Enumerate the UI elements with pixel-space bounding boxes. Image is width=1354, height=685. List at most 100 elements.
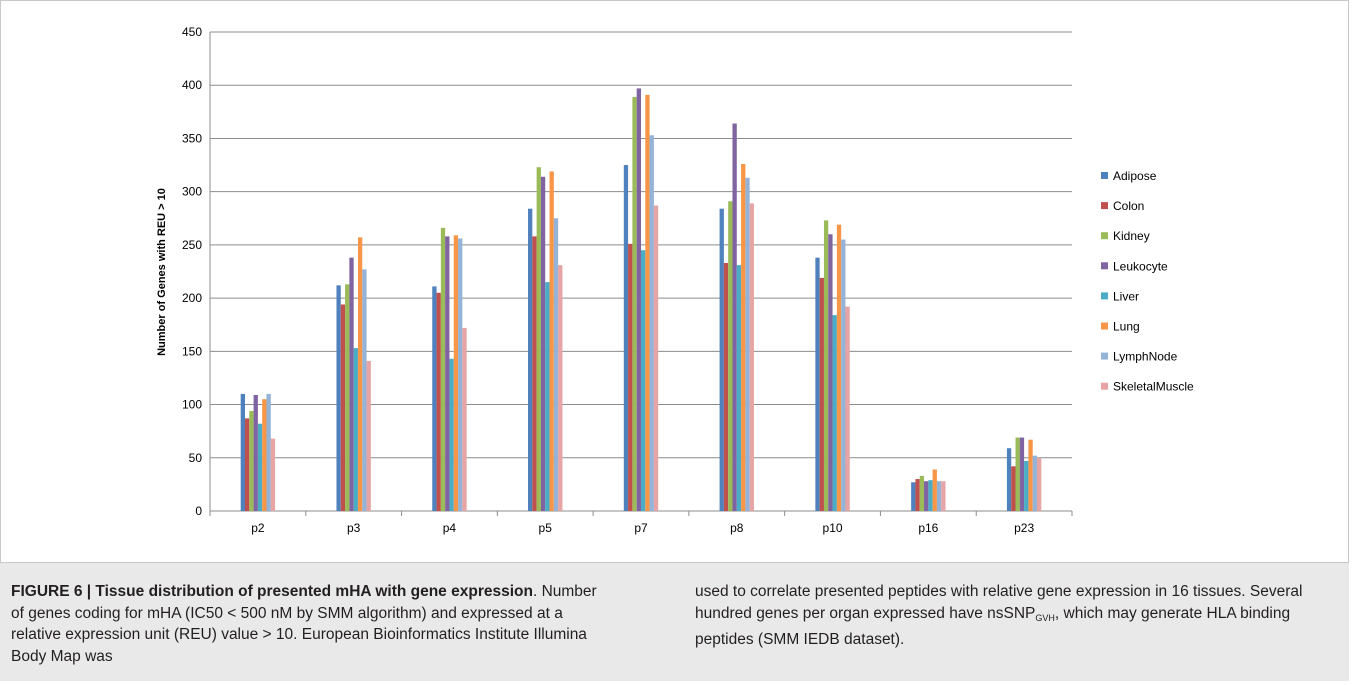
bar-liver-p8 xyxy=(736,265,742,511)
bar-liver-p16 xyxy=(928,480,933,511)
y-tick-label: 250 xyxy=(182,238,202,252)
bar-colon-p3 xyxy=(340,304,346,511)
bar-leukocyte-p16 xyxy=(924,481,929,511)
bar-liver-p10 xyxy=(832,315,837,511)
x-tick-label: p2 xyxy=(251,521,265,535)
x-tick-label: p23 xyxy=(1014,521,1034,535)
caption-subscript: GVH xyxy=(1035,612,1055,623)
bar-skeletalmuscle-p16 xyxy=(941,481,946,511)
caption-figure-label: FIGURE 6 | Tissue distribution of presen… xyxy=(11,583,533,600)
bar-lung-p3 xyxy=(357,237,363,511)
caption-left-column: FIGURE 6 | Tissue distribution of presen… xyxy=(11,581,611,667)
bar-lymphnode-p3 xyxy=(362,269,367,511)
bar-liver-p7 xyxy=(641,250,646,511)
bar-lymphnode-p7 xyxy=(649,135,654,512)
legend: Adipose Colon Kidney Leukocyte Liver Lung Lymp… xyxy=(1101,169,1194,394)
bar-skeletalmuscle-p7 xyxy=(653,205,659,511)
bar-adipose-p5 xyxy=(528,208,533,511)
y-tick-label: 100 xyxy=(182,398,202,412)
legend-swatch-skeletalmuscle xyxy=(1101,382,1108,390)
bar-colon-p7 xyxy=(628,243,633,511)
bar-liver-p2 xyxy=(257,423,263,511)
bar-colon-p5 xyxy=(532,236,537,511)
bar-adipose-p4 xyxy=(432,286,437,511)
legend-swatch-leukocyte xyxy=(1101,262,1108,270)
bar-lymphnode-p5 xyxy=(553,218,559,511)
bar-lymphnode-p16 xyxy=(936,481,942,511)
x-tick-label: p7 xyxy=(634,521,648,535)
legend-label-leukocyte: Leukocyte xyxy=(1113,259,1168,273)
bar-adipose-p8 xyxy=(719,208,724,511)
x-tick-label: p4 xyxy=(443,521,457,535)
bar-adipose-p2 xyxy=(240,393,245,511)
bar-liver-p23 xyxy=(1024,460,1029,511)
bar-lymphnode-p10 xyxy=(841,239,846,512)
legend-label-lung: Lung xyxy=(1113,320,1140,334)
bar-lymphnode-p2 xyxy=(266,393,271,511)
bar-kidney-p4 xyxy=(440,227,446,511)
legend-swatch-adipose xyxy=(1101,172,1108,179)
bar-adipose-p23 xyxy=(1006,448,1012,511)
x-tick-label: p5 xyxy=(539,521,553,535)
bar-leukocyte-p4 xyxy=(445,236,450,511)
x-tick-label: p3 xyxy=(347,521,361,535)
bar-skeletalmuscle-p4 xyxy=(462,327,467,511)
bar-leukocyte-p10 xyxy=(828,234,833,511)
caption-right-text-2: , which may generate HLA binding peptide… xyxy=(695,604,1291,649)
y-tick-label: 200 xyxy=(182,291,202,305)
bar-colon-p2 xyxy=(244,418,250,511)
bar-kidney-p5 xyxy=(536,167,541,511)
y-tick-label: 50 xyxy=(189,451,203,465)
bar-kidney-p8 xyxy=(728,201,733,511)
bar-lung-p23 xyxy=(1028,439,1033,511)
y-tick-label: 400 xyxy=(182,78,202,92)
legend-label-adipose: Adipose xyxy=(1113,169,1157,183)
bar-skeletalmuscle-p5 xyxy=(558,265,563,511)
legend-swatch-kidney xyxy=(1101,232,1108,240)
bar-kidney-p7 xyxy=(632,96,637,511)
bar-kidney-p16 xyxy=(919,475,925,511)
bar-lung-p4 xyxy=(453,235,459,511)
bar-leukocyte-p8 xyxy=(732,123,737,511)
figure-caption: FIGURE 6 | Tissue distribution of presen… xyxy=(0,562,1349,681)
bar-colon-p23 xyxy=(1011,466,1016,511)
bar-leukocyte-p23 xyxy=(1019,437,1025,511)
bar-adipose-p16 xyxy=(911,482,916,511)
bar-liver-p4 xyxy=(449,358,454,511)
bar-kidney-p2 xyxy=(249,410,254,511)
bar-skeletalmuscle-p10 xyxy=(845,306,850,511)
y-tick-label: 0 xyxy=(195,504,202,518)
bars xyxy=(240,88,1042,512)
bar-lung-p16 xyxy=(932,469,937,511)
bar-lung-p7 xyxy=(645,94,650,512)
bar-colon-p4 xyxy=(436,292,441,511)
legend-swatch-colon xyxy=(1101,202,1108,210)
y-tick-label: 350 xyxy=(182,131,202,145)
bar-kidney-p23 xyxy=(1015,437,1020,511)
bar-lymphnode-p8 xyxy=(745,177,750,511)
bar-lymphnode-p23 xyxy=(1032,455,1038,511)
bar-liver-p3 xyxy=(353,348,358,511)
caption-right-text-1: used to correlate presented peptides wit… xyxy=(695,583,1303,622)
y-tick-label: 450 xyxy=(182,25,202,39)
legend-swatch-lung xyxy=(1101,322,1108,330)
bar-colon-p10 xyxy=(819,277,824,511)
y-tick-label: 150 xyxy=(182,344,202,358)
bar-skeletalmuscle-p2 xyxy=(270,438,276,511)
bar-adipose-p7 xyxy=(623,165,629,512)
x-tick-label: p16 xyxy=(918,521,938,535)
bar-chart: 0 50 100 150 200 250 300 350 400 450 p2 p3 p4 p5 p7 p8 p… xyxy=(156,25,1194,535)
y-tick-label: 300 xyxy=(182,185,202,199)
bar-lung-p8 xyxy=(741,163,746,512)
x-tick-label: p10 xyxy=(823,521,843,535)
bar-liver-p5 xyxy=(545,282,550,511)
bar-adipose-p10 xyxy=(815,257,820,511)
caption-right-column: used to correlate presented peptides wit… xyxy=(695,581,1335,651)
bar-leukocyte-p3 xyxy=(349,257,354,511)
bar-lung-p5 xyxy=(549,171,554,512)
legend-swatch-liver xyxy=(1101,292,1108,300)
bar-kidney-p10 xyxy=(823,220,829,511)
axes: 0 50 100 150 200 250 300 350 400 450 p2 p3 p4 p5 p7 p8 p… xyxy=(182,25,1073,535)
legend-label-lymphnode: LymphNode xyxy=(1113,350,1178,364)
bar-leukocyte-p5 xyxy=(540,176,546,511)
